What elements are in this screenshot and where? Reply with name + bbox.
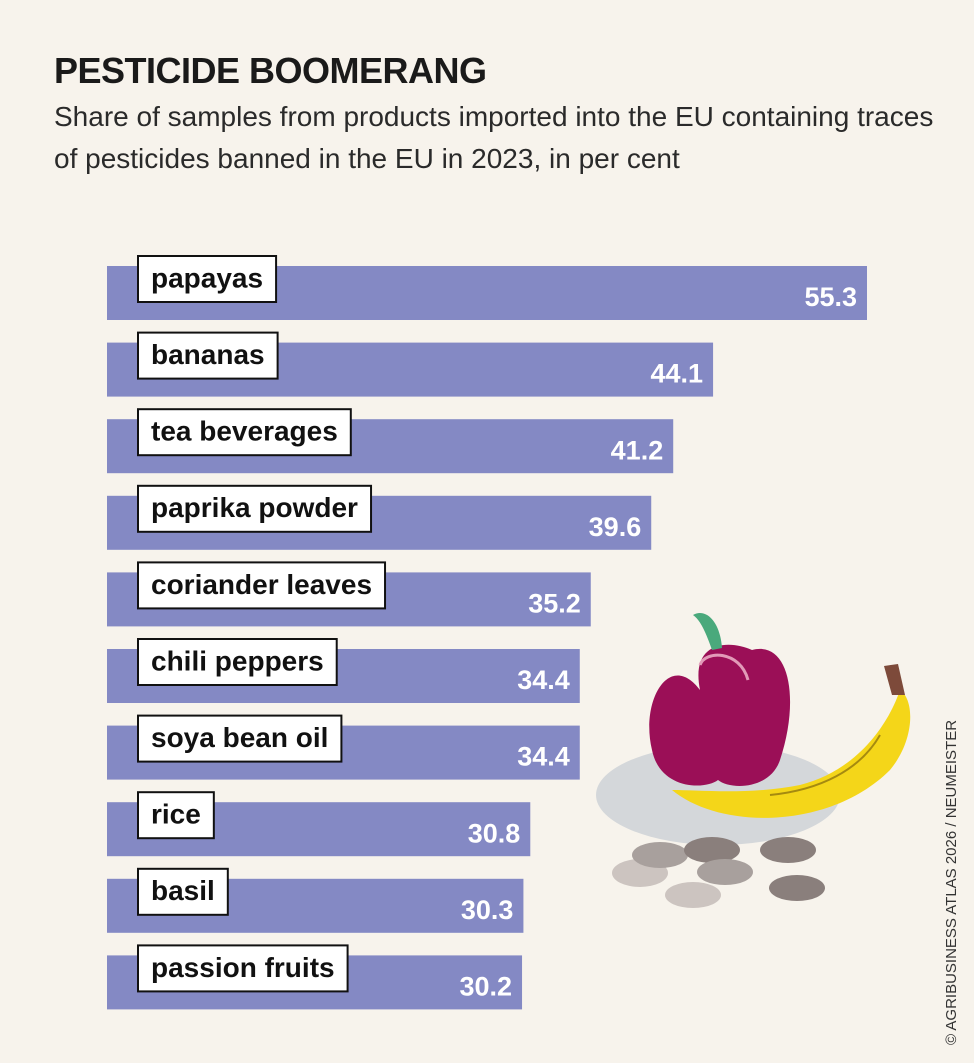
- category-box: [137, 867, 229, 916]
- value-label: 39.6: [589, 512, 642, 542]
- category-label: papayas: [151, 262, 263, 293]
- category-box: [137, 638, 338, 686]
- category-label: soya bean oil: [151, 722, 328, 753]
- category-box: [137, 408, 352, 457]
- value-label: 35.2: [528, 589, 581, 619]
- value-label: 30.2: [459, 972, 512, 1002]
- category-box: [137, 484, 373, 533]
- category-box: [137, 944, 349, 993]
- value-label: 41.2: [611, 435, 664, 465]
- category-box: [137, 255, 278, 303]
- chart-title: PESTICIDE BOOMERANG: [54, 50, 487, 91]
- category-label: rice: [151, 799, 201, 830]
- value-label: 34.4: [517, 665, 570, 695]
- value-label: 30.3: [461, 895, 514, 925]
- category-label: coriander leaves: [151, 569, 372, 600]
- category-box: [137, 331, 279, 380]
- category-label: basil: [151, 875, 215, 906]
- value-label: 34.4: [517, 742, 570, 772]
- category-label: paprika powder: [151, 492, 358, 523]
- value-label: 30.8: [468, 818, 521, 848]
- category-label: tea beverages: [151, 416, 338, 447]
- category-box: [137, 561, 387, 610]
- value-label: 44.1: [651, 359, 704, 389]
- category-label: chili peppers: [151, 645, 324, 676]
- category-box: [137, 714, 343, 763]
- illustration: [596, 613, 911, 908]
- credit: © AGRIBUSINESS ATLAS 2026 / NEUMEISTER: [943, 720, 960, 1045]
- category-label: passion fruits: [151, 952, 335, 983]
- category-box: [137, 791, 215, 840]
- category-label: bananas: [151, 339, 265, 370]
- chart-subtitle: Share of samples from products imported …: [54, 101, 934, 174]
- value-label: 55.3: [804, 282, 857, 312]
